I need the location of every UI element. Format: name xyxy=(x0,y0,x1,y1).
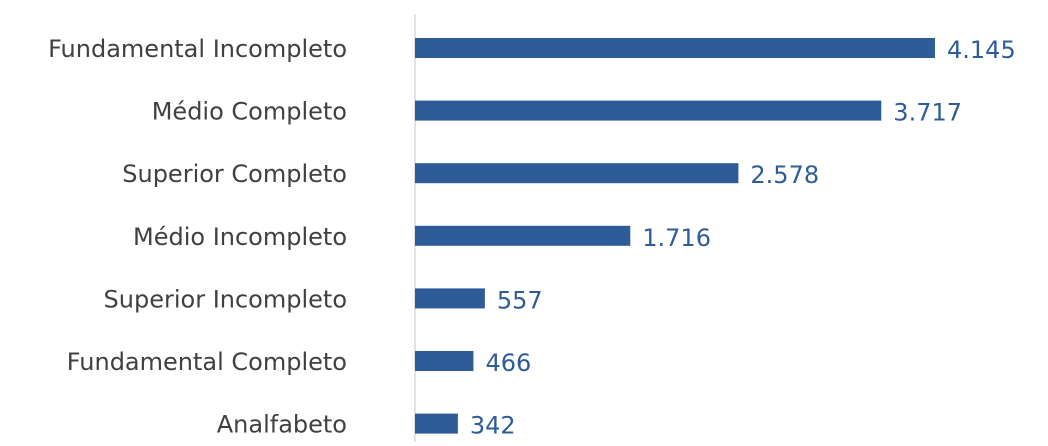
bar xyxy=(415,38,935,58)
value-label: 2.578 xyxy=(750,161,819,189)
value-label: 3.717 xyxy=(893,99,962,127)
category-label: Fundamental Completo xyxy=(67,348,347,376)
bar xyxy=(415,100,882,121)
value-label: 342 xyxy=(470,412,516,440)
category-label: Superior Incompleto xyxy=(104,285,347,313)
value-label: 557 xyxy=(497,286,543,314)
bar xyxy=(415,351,474,371)
bar xyxy=(415,413,458,434)
bar xyxy=(415,225,631,246)
bar xyxy=(415,288,485,309)
value-label: 1.716 xyxy=(642,224,711,252)
bar xyxy=(415,163,739,184)
value-label: 4.145 xyxy=(947,36,1016,64)
category-label: Médio Incompleto xyxy=(133,223,347,251)
category-label: Analfabeto xyxy=(217,411,347,439)
category-label: Superior Completo xyxy=(122,160,347,188)
category-label: Médio Completo xyxy=(152,98,347,126)
value-label: 466 xyxy=(485,349,531,377)
category-label: Fundamental Incompleto xyxy=(48,35,347,63)
